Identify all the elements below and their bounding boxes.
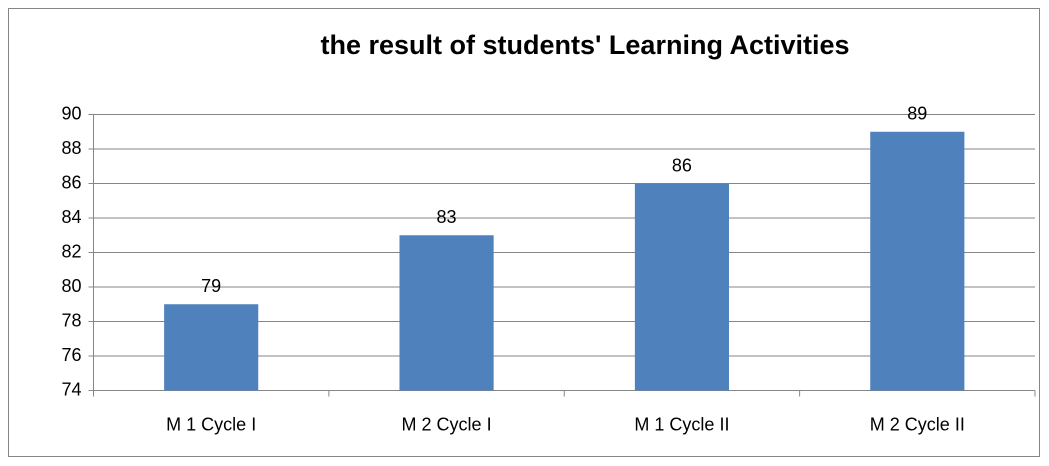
x-tick-label: M 2 Cycle II xyxy=(870,414,965,434)
y-tick-label: 90 xyxy=(61,103,81,123)
x-tick-label: M 2 Cycle I xyxy=(402,414,492,434)
data-label: 79 xyxy=(201,276,221,296)
y-tick-label: 74 xyxy=(61,379,81,399)
bar xyxy=(399,235,494,391)
y-tick-label: 88 xyxy=(61,138,81,158)
x-tick-label: M 1 Cycle II xyxy=(634,414,729,434)
y-tick-label: 82 xyxy=(61,241,81,261)
y-tick-label: 78 xyxy=(61,310,81,330)
y-tick-label: 76 xyxy=(61,345,81,365)
y-tick-label: 80 xyxy=(61,276,81,296)
chart-title: the result of students' Learning Activit… xyxy=(320,30,849,60)
y-tick-label: 84 xyxy=(61,207,81,227)
bar xyxy=(164,304,259,391)
bar xyxy=(870,131,965,391)
data-label: 83 xyxy=(437,207,457,227)
y-tick-label: 86 xyxy=(61,172,81,192)
data-label: 89 xyxy=(907,104,927,124)
data-label: 86 xyxy=(672,155,692,175)
x-tick-label: M 1 Cycle I xyxy=(166,414,256,434)
bar xyxy=(634,183,730,391)
